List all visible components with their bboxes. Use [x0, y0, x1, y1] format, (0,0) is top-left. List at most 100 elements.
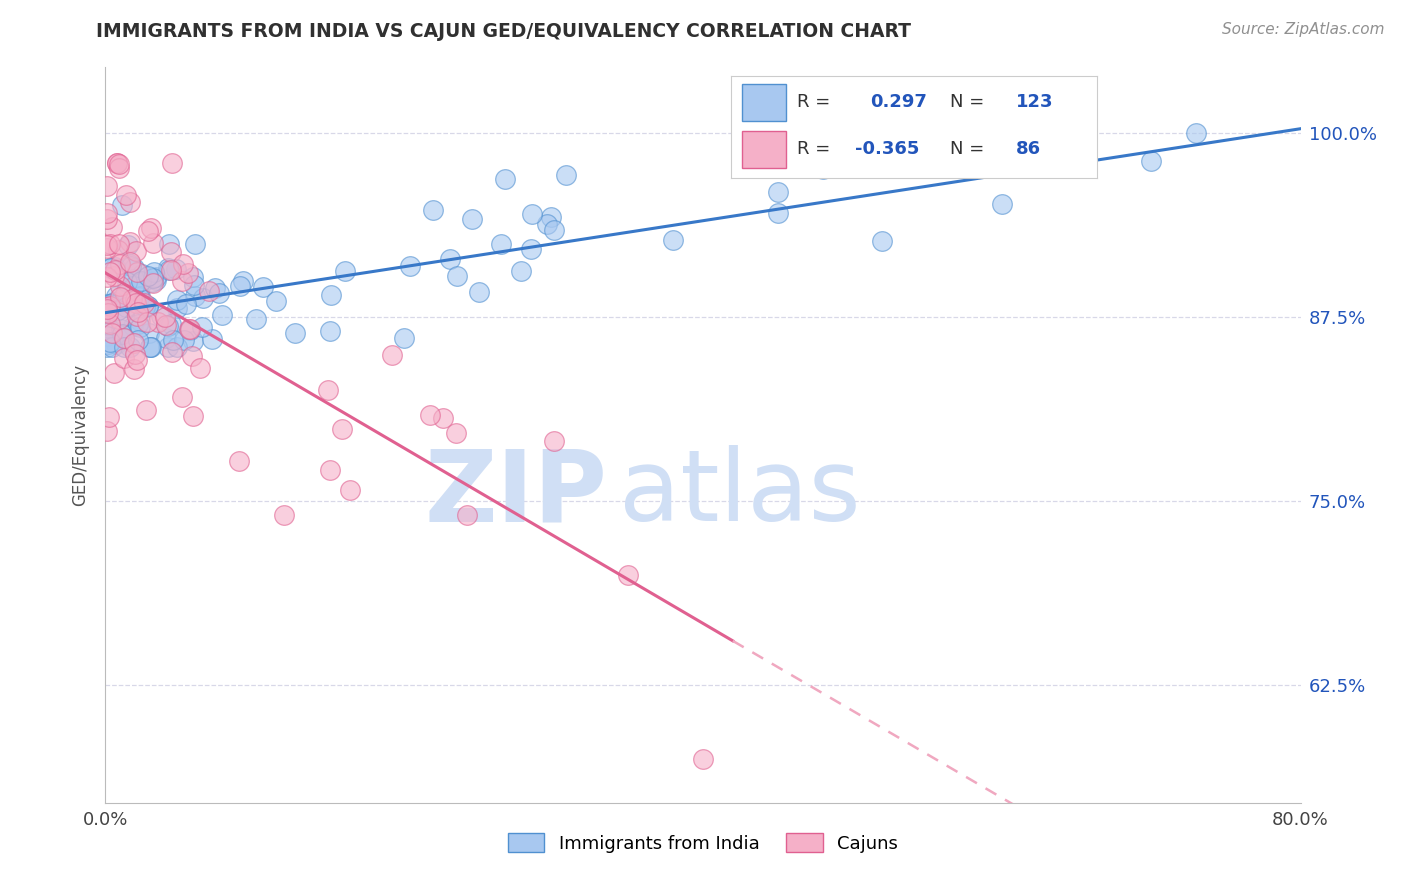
Point — [273, 508, 295, 522]
Point — [461, 212, 484, 227]
Point — [543, 223, 565, 237]
Point — [540, 210, 562, 224]
Point — [318, 384, 340, 398]
Text: -0.365: -0.365 — [855, 140, 920, 158]
Point — [118, 340, 141, 354]
Point — [131, 267, 153, 281]
Point — [419, 408, 441, 422]
Point — [692, 752, 714, 766]
Point — [766, 206, 789, 220]
Point — [103, 295, 125, 310]
Point — [446, 269, 468, 284]
Point — [105, 155, 128, 169]
Point — [124, 244, 146, 259]
Text: R =: R = — [797, 140, 830, 158]
Point — [100, 321, 122, 335]
Point — [110, 279, 132, 293]
Point — [208, 286, 231, 301]
Point — [112, 331, 135, 345]
Point — [170, 390, 193, 404]
Point — [284, 326, 307, 341]
Point — [96, 212, 118, 227]
Point — [232, 274, 254, 288]
Point — [536, 217, 558, 231]
Point — [125, 296, 148, 310]
Point — [112, 309, 135, 323]
Point — [211, 309, 233, 323]
Point — [915, 154, 938, 169]
Point — [264, 294, 287, 309]
Point — [124, 293, 146, 308]
Point — [204, 281, 226, 295]
Point — [97, 336, 120, 351]
Point — [122, 318, 145, 333]
Point — [318, 462, 340, 476]
Point — [118, 257, 141, 271]
Point — [519, 242, 541, 256]
Text: ZIP: ZIP — [425, 445, 607, 542]
Point — [245, 312, 267, 326]
Point — [121, 293, 143, 307]
Point — [139, 340, 162, 354]
Point — [129, 296, 152, 310]
Point — [129, 320, 152, 334]
Point — [198, 284, 221, 298]
Point — [98, 317, 121, 331]
Point — [489, 237, 512, 252]
Point — [145, 273, 167, 287]
Point — [173, 333, 195, 347]
Point — [104, 263, 127, 277]
Point — [432, 411, 454, 425]
Point — [112, 331, 135, 345]
Point — [100, 326, 122, 341]
Point — [157, 340, 180, 354]
Point — [96, 270, 118, 285]
Point — [181, 350, 204, 364]
Point — [96, 241, 118, 255]
Point — [335, 264, 357, 278]
Point — [141, 220, 163, 235]
Point — [128, 285, 150, 299]
Point — [1140, 153, 1163, 168]
Point — [101, 340, 124, 354]
Point — [188, 361, 211, 376]
Point — [184, 288, 207, 302]
Point — [96, 296, 118, 310]
Point — [990, 197, 1012, 211]
Point — [124, 361, 146, 376]
Point — [135, 315, 157, 329]
Point — [136, 299, 159, 313]
Point — [105, 337, 128, 351]
Point — [96, 424, 118, 438]
Text: N =: N = — [950, 140, 984, 158]
Point — [157, 236, 180, 251]
Point — [166, 293, 188, 307]
Point — [811, 162, 834, 177]
Point — [142, 236, 165, 251]
Point — [104, 260, 127, 275]
Point — [127, 305, 149, 319]
Point — [118, 255, 141, 269]
Point — [142, 276, 165, 290]
Point — [96, 340, 118, 354]
Text: atlas: atlas — [619, 445, 860, 542]
Point — [139, 340, 162, 354]
Point — [444, 426, 467, 441]
Point — [107, 312, 129, 326]
Point — [319, 288, 342, 302]
Point — [174, 297, 197, 311]
Text: R =: R = — [797, 93, 830, 111]
Point — [381, 348, 404, 362]
Point — [181, 269, 204, 284]
Point — [157, 263, 180, 277]
Point — [98, 334, 121, 349]
Point — [143, 265, 166, 279]
Text: 86: 86 — [1017, 140, 1042, 158]
Text: N =: N = — [950, 93, 984, 111]
Text: 123: 123 — [1017, 93, 1053, 111]
Point — [114, 300, 136, 314]
Point — [115, 187, 138, 202]
Point — [330, 422, 353, 436]
Point — [107, 155, 129, 169]
Point — [125, 284, 148, 298]
